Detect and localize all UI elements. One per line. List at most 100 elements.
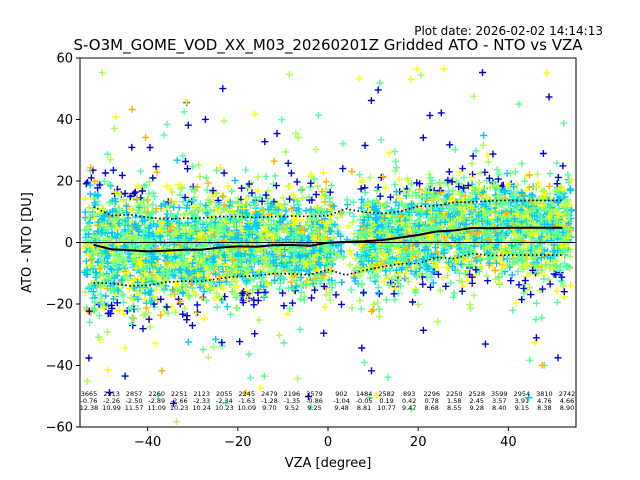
scatter-point (546, 280, 554, 288)
scatter-point (348, 304, 356, 312)
scatter-point (392, 157, 400, 165)
scatter-point (246, 374, 254, 382)
scatter-point (297, 216, 305, 224)
scatter-point (358, 280, 366, 288)
scatter-point (286, 305, 294, 313)
scatter-point (279, 289, 287, 297)
scatter-point (366, 394, 373, 401)
scatter-point (284, 159, 292, 167)
scatter-point (339, 165, 347, 173)
scatter-point (222, 399, 230, 407)
scatter-point (559, 282, 567, 290)
scatter-point (170, 399, 177, 407)
scatter-point (122, 202, 130, 210)
scatter-point (374, 284, 382, 292)
scatter-point (299, 185, 307, 193)
scatter-point (396, 194, 404, 202)
scatter-point (312, 145, 320, 153)
scatter-point (366, 174, 374, 182)
scatter-point (103, 328, 111, 336)
scatter-point (374, 272, 382, 280)
scatter-point (146, 323, 154, 331)
scatter-point (382, 184, 390, 192)
scatter-point (119, 262, 127, 270)
scatter-point (201, 115, 209, 123)
scatter-point (252, 201, 259, 209)
scatter-point (525, 394, 533, 402)
scatter-point (376, 192, 384, 200)
scatter-point (176, 191, 184, 199)
scatter-point (106, 156, 114, 163)
scatter-point (370, 198, 378, 206)
scatter-point (338, 278, 346, 286)
scatter-point (489, 150, 497, 158)
scatter-point (448, 178, 456, 186)
scatter-point (233, 282, 241, 290)
scatter-point (427, 283, 434, 291)
scatter-point (391, 167, 399, 175)
scatter-point (307, 403, 315, 411)
scatter-point (108, 304, 116, 312)
scatter-point (85, 354, 93, 362)
scatter-point (90, 195, 97, 203)
scatter-point (462, 251, 470, 259)
scatter-point (382, 296, 390, 304)
scatter-point (404, 278, 412, 286)
scatter-point (208, 199, 216, 207)
scatter-point (515, 281, 523, 289)
scatter-point (391, 148, 399, 156)
scatter-point (120, 198, 128, 206)
scatter-point (85, 230, 92, 238)
scatter-point (282, 207, 290, 215)
scatter-point (374, 299, 382, 307)
scatter-point (297, 288, 305, 296)
scatter-point (285, 71, 293, 78)
scatter-point (175, 286, 183, 294)
scatter-point (104, 150, 111, 158)
scatter-point (200, 314, 208, 322)
scatter-point (376, 79, 384, 87)
scatter-point (407, 75, 415, 83)
scatter-point (179, 198, 187, 206)
scatter-point (533, 299, 541, 307)
scatter-point (286, 195, 294, 203)
scatter-point (104, 366, 112, 374)
scatter-point (128, 143, 136, 151)
scatter-point (272, 182, 280, 190)
scatter-point (472, 147, 480, 155)
scatter-point (163, 120, 171, 128)
scatter-point (121, 344, 129, 352)
scatter-point (531, 338, 539, 346)
scatter-point (419, 280, 427, 288)
scatter-point (442, 282, 450, 290)
scatter-point (282, 148, 290, 156)
scatter-point (262, 288, 270, 296)
scatter-point (94, 180, 102, 187)
scatter-point (468, 159, 476, 167)
scatter-point (326, 188, 334, 196)
scatter-point (181, 305, 189, 313)
scatter-point (337, 209, 345, 217)
scatter-point (560, 119, 568, 127)
scatter-point (440, 65, 448, 73)
scatter-point (372, 228, 380, 236)
scatter-point (539, 150, 547, 157)
scatter-point (142, 181, 150, 189)
scatter-point (271, 172, 279, 180)
scatter-point (164, 309, 172, 317)
scatter-point (391, 181, 399, 188)
scatter-point (294, 375, 302, 383)
scatter-point (409, 298, 417, 306)
scatter-point (294, 134, 302, 141)
scatter-point (160, 308, 168, 316)
scatter-point (120, 292, 128, 299)
scatter-point (188, 322, 196, 329)
scatter-point (538, 314, 546, 322)
scatter-point (484, 277, 492, 285)
scatter-point (512, 299, 520, 307)
scatter-point (121, 190, 129, 197)
scatter-point (375, 305, 383, 313)
scatter-point (95, 312, 103, 320)
scatter-point (141, 311, 149, 318)
scatter-point (554, 354, 562, 362)
